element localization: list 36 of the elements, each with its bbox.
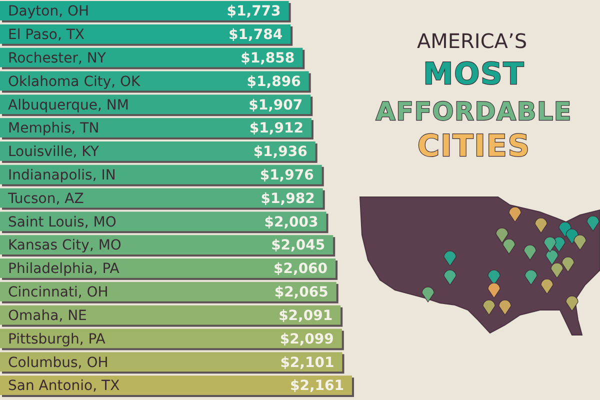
data-label: $1,784 [228, 27, 283, 44]
y-tick-label: Dayton, OH [8, 4, 90, 20]
y-tick-label: El Paso, TX [8, 27, 85, 44]
data-label: $2,099 [280, 331, 334, 348]
y-tick-label: Cincinnati, OH [8, 284, 108, 301]
data-label: $2,101 [280, 354, 334, 371]
data-label: $2,045 [271, 238, 326, 254]
data-label: $1,773 [226, 4, 281, 20]
data-label: $1,982 [260, 190, 315, 207]
y-tick-label: Saint Louis, MO [8, 214, 116, 230]
data-label: $1,907 [248, 97, 303, 114]
text: MOST AFFORDABLE CITIES [376, 57, 572, 164]
data-label: $2,003 [264, 214, 318, 230]
text: AMERICA’S [416, 29, 528, 53]
y-tick-label: Rochester, NY [8, 50, 106, 66]
y-tick-label: Memphis, TN [8, 120, 100, 137]
y-tick-label: Philadelphia, PA [8, 261, 120, 278]
data-label: $2,060 [274, 261, 328, 278]
y-tick-label: Oklahoma City, OK [8, 74, 142, 90]
y-tick-label: Pittsburgh, PA [8, 331, 106, 348]
y-tick-label: Indianapolis, IN [8, 167, 116, 184]
y-tick-label: Tucson, AZ [7, 190, 84, 207]
data-label: $2,065 [274, 284, 328, 301]
data-label: $1,936 [253, 144, 308, 160]
y-tick-label: Louisville, KY [8, 144, 100, 160]
data-label: $1,976 [260, 167, 314, 184]
data-label: $1,912 [249, 120, 304, 137]
y-tick-label: Kansas City, MO [8, 238, 122, 254]
y-tick-label: Albuquerque, NM [8, 97, 129, 114]
y-tick-label: San Antonio, TX [8, 378, 120, 394]
data-label: $2,091 [278, 308, 333, 324]
data-label: $1,858 [240, 50, 295, 66]
data-label: $2,161 [290, 378, 344, 394]
data-label: $1,896 [246, 74, 301, 90]
y-tick-label: Omaha, NE [8, 308, 87, 324]
y-tick-label: Columbus, OH [8, 354, 108, 371]
